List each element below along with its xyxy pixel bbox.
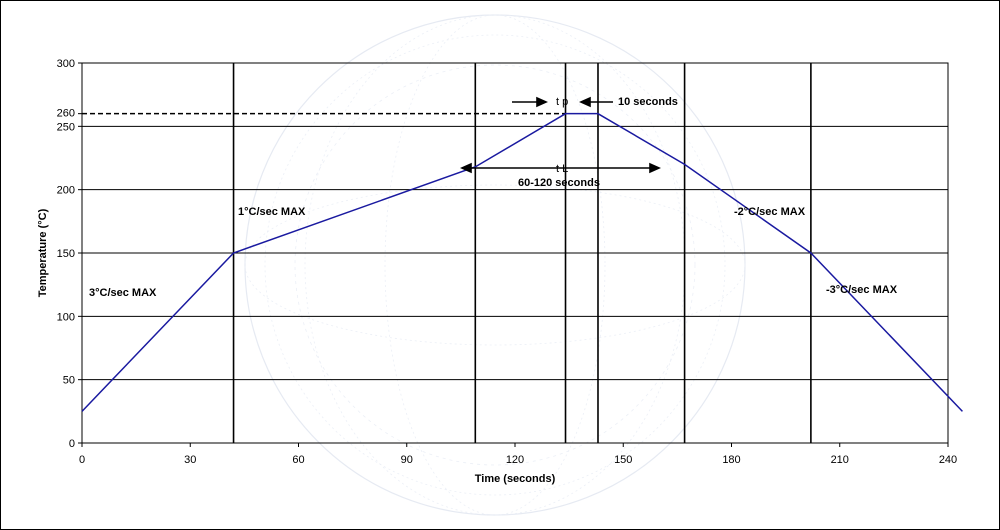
y-tick-label-260: 260 <box>57 108 75 120</box>
annotation-tp-label: t p <box>556 96 568 108</box>
x-tick-labels: 0 30 60 90 120 150 180 210 240 <box>79 443 957 466</box>
horizontal-gridlines <box>82 125 948 381</box>
y-tick-label-0: 0 <box>69 438 75 450</box>
y-tick-label-200: 200 <box>57 185 75 197</box>
tl-arrow <box>460 162 661 174</box>
y-tick-labels: 0 50 100 150 200 250 300 260 <box>57 58 82 450</box>
x-tick-label-180: 180 <box>722 454 740 466</box>
y-tick-label-150: 150 <box>57 248 75 260</box>
x-tick-label-30: 30 <box>184 454 196 466</box>
x-axis-title: Time (seconds) <box>475 473 556 485</box>
x-tick-label-0: 0 <box>79 454 85 466</box>
annotation-cool1: -2°C/sec MAX <box>734 206 806 218</box>
x-tick-label-60: 60 <box>292 454 304 466</box>
annotation-ramp1: 3°C/sec MAX <box>89 287 157 299</box>
annotation-cool2: -3°C/sec MAX <box>826 284 898 296</box>
annotation-tp-value: 10 seconds <box>618 96 678 108</box>
y-tick-label-250: 250 <box>57 121 75 133</box>
series-layer <box>81 112 963 412</box>
globe-watermark <box>244 14 746 516</box>
annotation-tl-label: t L <box>556 163 568 175</box>
x-tick-label-150: 150 <box>614 454 632 466</box>
x-tick-label-90: 90 <box>401 454 413 466</box>
annotation-tl-value: 60-120 seconds <box>518 177 600 189</box>
x-tick-label-240: 240 <box>939 454 957 466</box>
y-tick-label-50: 50 <box>63 375 75 387</box>
y-tick-label-300: 300 <box>57 58 75 70</box>
series-line-0 <box>81 112 963 412</box>
x-tick-label-120: 120 <box>506 454 524 466</box>
tp-arrows <box>512 96 613 108</box>
x-tick-label-210: 210 <box>831 454 849 466</box>
y-axis-title: Temperature (°C) <box>37 208 49 297</box>
annotation-ramp2: 1°C/sec MAX <box>238 206 306 218</box>
y-tick-label-100: 100 <box>57 311 75 323</box>
